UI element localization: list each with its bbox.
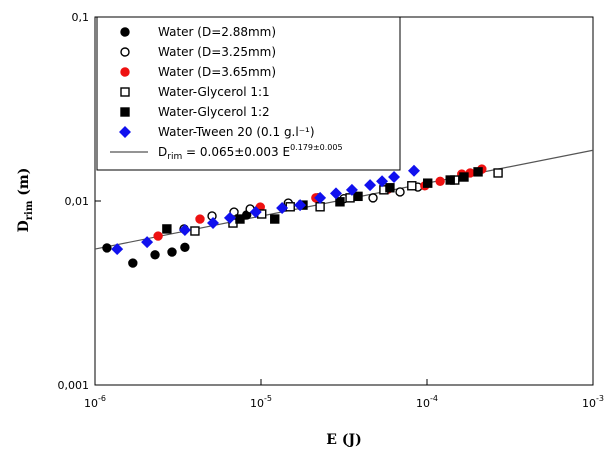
x-tick-base: 10 bbox=[84, 397, 98, 410]
y-axis-label: Drim (m) bbox=[16, 168, 35, 233]
legend-marker bbox=[120, 67, 130, 77]
legend-label: Water-Glycerol 1:1 bbox=[158, 85, 270, 99]
data-point bbox=[229, 207, 239, 217]
data-point bbox=[178, 223, 191, 236]
x-tick-label: 10-6 bbox=[84, 394, 106, 410]
x-tick-exp: -3 bbox=[596, 394, 604, 403]
fit-label-main: D bbox=[158, 145, 167, 159]
x-tick-label: 10-3 bbox=[582, 394, 604, 410]
legend-label: Water (D=3.65mm) bbox=[158, 65, 276, 79]
x-tick-base: 10 bbox=[582, 397, 596, 410]
data-point bbox=[353, 191, 363, 202]
data-point bbox=[235, 214, 245, 224]
data-point bbox=[459, 172, 469, 182]
data-point bbox=[315, 202, 325, 212]
data-point bbox=[102, 243, 112, 253]
x-tick-base: 10 bbox=[416, 397, 430, 410]
x-tick-label: 10-5 bbox=[250, 394, 272, 410]
legend-marker bbox=[119, 126, 131, 138]
data-point bbox=[270, 214, 280, 224]
data-point bbox=[395, 187, 405, 197]
x-tick-exp: -4 bbox=[430, 394, 438, 403]
x-axis-label: E (J) bbox=[326, 432, 361, 448]
data-point bbox=[190, 226, 200, 236]
legend-label: Water-Glycerol 1:2 bbox=[158, 105, 270, 119]
x-tick-label: 10-4 bbox=[416, 394, 438, 410]
y-tick-label: 0,001 bbox=[58, 379, 90, 392]
legend-fit-label: Drim = 0.065±0.003 E0.179±0.005 bbox=[158, 143, 343, 162]
data-point bbox=[408, 164, 420, 177]
data-point bbox=[385, 183, 395, 193]
data-point bbox=[167, 247, 177, 257]
data-point bbox=[111, 243, 124, 256]
data-point bbox=[330, 187, 342, 200]
data-point bbox=[445, 175, 455, 185]
y-tick-label: 0,01 bbox=[65, 195, 90, 208]
legend-label: Water-Tween 20 (0.1 g.l⁻¹) bbox=[158, 125, 315, 139]
data-point bbox=[407, 181, 417, 191]
y-tick-label: 0,1 bbox=[72, 11, 90, 24]
y-axis-label-unit: (m) bbox=[16, 168, 32, 201]
data-point bbox=[141, 236, 154, 249]
x-tick-exp: -5 bbox=[264, 394, 272, 403]
data-point bbox=[294, 199, 307, 212]
data-point bbox=[345, 183, 358, 196]
legend-marker bbox=[120, 27, 130, 37]
legend-marker bbox=[120, 107, 130, 117]
data-point bbox=[195, 214, 205, 224]
legend-marker bbox=[120, 87, 130, 97]
data-point bbox=[314, 191, 327, 204]
data-point bbox=[223, 211, 236, 224]
legend-box bbox=[96, 16, 401, 171]
data-point bbox=[150, 250, 160, 260]
y-axis-label-sub: rim bbox=[24, 200, 35, 220]
y-axis-label-main: D bbox=[16, 220, 32, 232]
data-point bbox=[335, 197, 345, 207]
data-point bbox=[435, 176, 445, 186]
legend-marker bbox=[120, 47, 130, 57]
x-tick-exp: -6 bbox=[98, 394, 106, 403]
data-point bbox=[180, 242, 190, 253]
data-point bbox=[285, 202, 295, 212]
data-point bbox=[153, 231, 163, 241]
fit-label-sub: rim bbox=[167, 152, 182, 162]
legend-label: Water (D=2.88mm) bbox=[158, 25, 276, 39]
legend-label: Water (D=3.25mm) bbox=[158, 45, 276, 59]
data-point bbox=[345, 193, 355, 203]
data-point bbox=[128, 258, 138, 268]
data-point bbox=[249, 206, 262, 219]
data-point bbox=[473, 167, 483, 177]
data-point bbox=[493, 168, 503, 178]
data-point bbox=[162, 224, 172, 234]
fit-label-rest: = 0.065±0.003 E bbox=[182, 145, 290, 159]
x-tick-base: 10 bbox=[250, 397, 264, 410]
data-point bbox=[364, 179, 377, 192]
data-point bbox=[368, 193, 378, 203]
data-point bbox=[388, 171, 401, 184]
data-point bbox=[207, 217, 220, 230]
data-point bbox=[376, 175, 389, 188]
data-point bbox=[276, 202, 289, 215]
data-point bbox=[423, 178, 433, 188]
fit-label-sup: 0.179±0.005 bbox=[290, 143, 343, 152]
